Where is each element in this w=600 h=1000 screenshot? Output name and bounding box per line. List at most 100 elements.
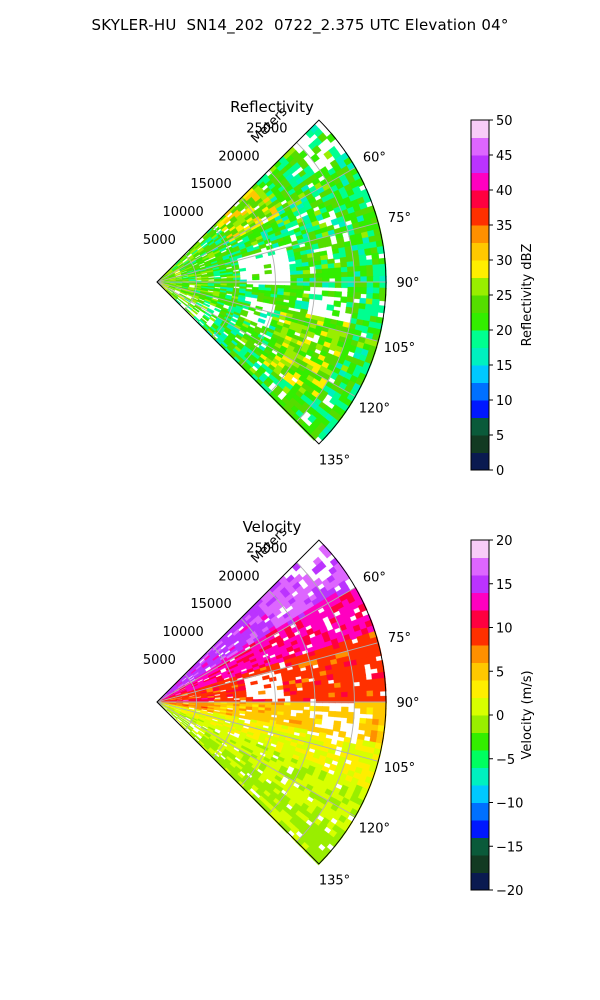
- radar-cell: [168, 286, 176, 291]
- colorbar-swatch: [471, 417, 489, 436]
- radar-cell: [257, 317, 266, 325]
- colorbar-tick-label: 20: [496, 534, 513, 549]
- colorbar-swatch: [471, 767, 489, 786]
- colorbar-swatch: [471, 312, 489, 331]
- radial-tick-label: 20000: [218, 569, 259, 584]
- radar-cell: [306, 330, 316, 339]
- radar-cell: [328, 281, 336, 288]
- azimuth-tick-label: 135°: [319, 453, 350, 468]
- colorbar-swatch: [471, 575, 489, 593]
- radar-cell: [296, 705, 305, 711]
- radar-cell: [261, 674, 270, 681]
- radar-cell: [258, 690, 266, 695]
- colorbar-swatch: [471, 750, 489, 768]
- colorbar-swatch: [471, 207, 489, 226]
- radar-cell: [263, 263, 272, 269]
- azimuth-tick-label: 105°: [384, 341, 415, 356]
- radar-cell: [334, 291, 342, 298]
- colorbar-swatch: [471, 295, 489, 313]
- colorbar-swatch: [471, 837, 489, 856]
- colorbar-swatch: [471, 540, 489, 558]
- radar-cell: [377, 305, 386, 314]
- colorbar-tick-label: 25: [496, 289, 513, 304]
- radar-cell: [233, 283, 241, 287]
- radar-cell: [325, 728, 334, 736]
- figure-title: SKYLER-HU SN14_202 0722_2.375 UTC Elevat…: [91, 16, 509, 34]
- colorbar-tick-label: 20: [496, 324, 513, 339]
- radar-cell: [314, 718, 323, 725]
- radar-cell: [302, 285, 311, 291]
- colorbar-swatch: [471, 802, 489, 821]
- colorbar-swatch: [471, 120, 489, 138]
- colorbar-tick-label: 5: [496, 665, 504, 680]
- radar-cell: [245, 284, 254, 288]
- radar-cell: [341, 281, 349, 289]
- colorbar-swatch: [471, 662, 489, 681]
- radar-cell: [290, 705, 298, 711]
- radar-cell: [366, 707, 374, 715]
- colorbar-swatch: [471, 400, 489, 418]
- colorbar-swatch: [471, 260, 489, 278]
- radial-tick-label: 10000: [162, 205, 203, 220]
- radar-cell: [309, 693, 317, 699]
- azimuth-tick-label: 120°: [359, 402, 390, 417]
- radar-cell: [239, 311, 248, 318]
- colorbar-swatch: [471, 785, 489, 803]
- radar-cell: [207, 277, 215, 280]
- reflectivity-panel: Reflectivity500010000150002000025000Mete…: [143, 98, 535, 479]
- radar-cell: [311, 145, 322, 155]
- radar-cell: [226, 705, 234, 709]
- radar-cell: [309, 705, 317, 712]
- colorbar-tick-label: 40: [496, 184, 513, 199]
- colorbar-tick-label: 45: [496, 149, 513, 164]
- azimuth-tick-label: 75°: [388, 211, 411, 226]
- radar-cell: [180, 256, 188, 263]
- colorbar-swatch: [471, 137, 489, 156]
- radar-cell: [283, 691, 292, 697]
- colorbar-tick-label: 15: [496, 359, 513, 374]
- azimuth-tick-label: 135°: [319, 873, 350, 888]
- radar-cell: [309, 281, 317, 288]
- radar-cell: [328, 272, 336, 279]
- colorbar-swatch: [471, 382, 489, 401]
- colorbar-swatch: [471, 732, 489, 751]
- colorbar-swatch: [471, 680, 489, 698]
- radar-cell: [238, 710, 247, 715]
- radar-cell: [238, 267, 247, 272]
- colorbar-tick-label: 50: [496, 114, 513, 129]
- radial-tick-label: 15000: [190, 597, 231, 612]
- radar-cell: [360, 707, 368, 715]
- colorbar-swatch: [471, 592, 489, 611]
- radial-tick-label: 15000: [190, 177, 231, 192]
- colorbar-swatch: [471, 557, 489, 576]
- radar-cell: [376, 245, 385, 255]
- radar-cell: [253, 248, 262, 254]
- radar-cell: [264, 269, 272, 275]
- radar-cell: [321, 210, 331, 220]
- colorbar-tick-label: −20: [496, 884, 523, 899]
- colorbar-swatch: [471, 277, 489, 296]
- colorbar-swatch: [471, 435, 489, 453]
- radar-cell: [333, 300, 342, 308]
- colorbar-swatch: [471, 330, 489, 348]
- radar-cell: [252, 276, 260, 281]
- colorbar-swatch: [471, 242, 489, 261]
- colorbar-tick-label: −15: [496, 840, 523, 855]
- radar-cell: [291, 561, 302, 572]
- colorbar-tick-label: 0: [496, 464, 504, 479]
- radar-data-field: [156, 123, 387, 442]
- azimuth-tick-label: 75°: [388, 631, 411, 646]
- radar-cell: [340, 711, 349, 719]
- azimuth-tick-label: 90°: [396, 276, 419, 291]
- radar-cell: [315, 281, 324, 288]
- radar-cell: [310, 153, 320, 163]
- radar-cell: [207, 698, 215, 702]
- colorbar-swatch: [471, 172, 489, 191]
- azimuth-tick-label: 90°: [396, 696, 419, 711]
- radar-cell: [202, 315, 210, 322]
- colorbar-swatch: [471, 190, 489, 208]
- colorbar-swatch: [471, 610, 489, 628]
- radar-cell: [263, 683, 272, 689]
- azimuth-tick-label: 60°: [363, 151, 386, 166]
- radar-cell: [259, 312, 268, 319]
